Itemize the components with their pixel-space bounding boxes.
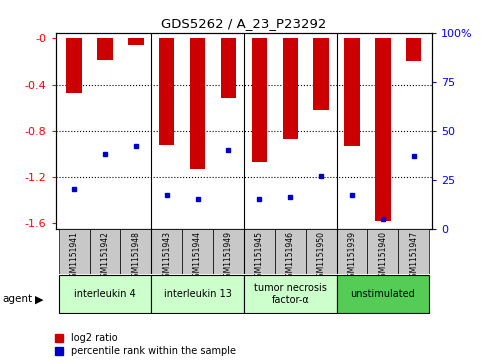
Text: GSM1151939: GSM1151939 [347, 231, 356, 282]
Text: tumor necrosis
factor-α: tumor necrosis factor-α [254, 283, 327, 305]
Bar [221, 38, 236, 98]
Bar [313, 38, 329, 110]
Text: unstimulated: unstimulated [351, 289, 415, 299]
Bar [398, 229, 429, 274]
Text: interleukin 13: interleukin 13 [164, 289, 231, 299]
Text: GSM1151950: GSM1151950 [317, 231, 326, 282]
Text: GSM1151948: GSM1151948 [131, 231, 141, 282]
Bar [213, 229, 244, 274]
Text: GSM1151946: GSM1151946 [286, 231, 295, 282]
Title: GDS5262 / A_23_P23292: GDS5262 / A_23_P23292 [161, 17, 327, 30]
Bar [306, 229, 337, 274]
Bar [159, 38, 174, 144]
Bar [375, 38, 391, 221]
Bar [337, 275, 429, 313]
Bar [120, 229, 151, 274]
Text: GSM1151949: GSM1151949 [224, 231, 233, 282]
Bar [182, 229, 213, 274]
Text: GSM1151942: GSM1151942 [100, 231, 110, 282]
Bar [406, 38, 422, 61]
Bar [368, 229, 398, 274]
Bar [244, 275, 337, 313]
Bar [58, 229, 89, 274]
Bar [283, 38, 298, 139]
Bar [66, 38, 82, 93]
Bar [337, 229, 368, 274]
Text: agent: agent [2, 294, 32, 305]
Bar [252, 38, 267, 162]
Text: GSM1151947: GSM1151947 [409, 231, 418, 282]
Text: ▶: ▶ [35, 294, 44, 305]
Bar [344, 38, 360, 146]
Text: interleukin 4: interleukin 4 [74, 289, 136, 299]
Bar [190, 38, 205, 169]
Bar [244, 229, 275, 274]
Text: GSM1151943: GSM1151943 [162, 231, 171, 282]
Bar [128, 38, 143, 45]
Text: GSM1151944: GSM1151944 [193, 231, 202, 282]
Text: GSM1151945: GSM1151945 [255, 231, 264, 282]
Bar [89, 229, 120, 274]
Bar [275, 229, 306, 274]
Bar [97, 38, 113, 60]
Text: GSM1151941: GSM1151941 [70, 231, 79, 282]
Text: GSM1151940: GSM1151940 [378, 231, 387, 282]
Bar [151, 229, 182, 274]
Bar [58, 275, 151, 313]
Legend: log2 ratio, percentile rank within the sample: log2 ratio, percentile rank within the s… [53, 331, 238, 358]
Bar [151, 275, 244, 313]
